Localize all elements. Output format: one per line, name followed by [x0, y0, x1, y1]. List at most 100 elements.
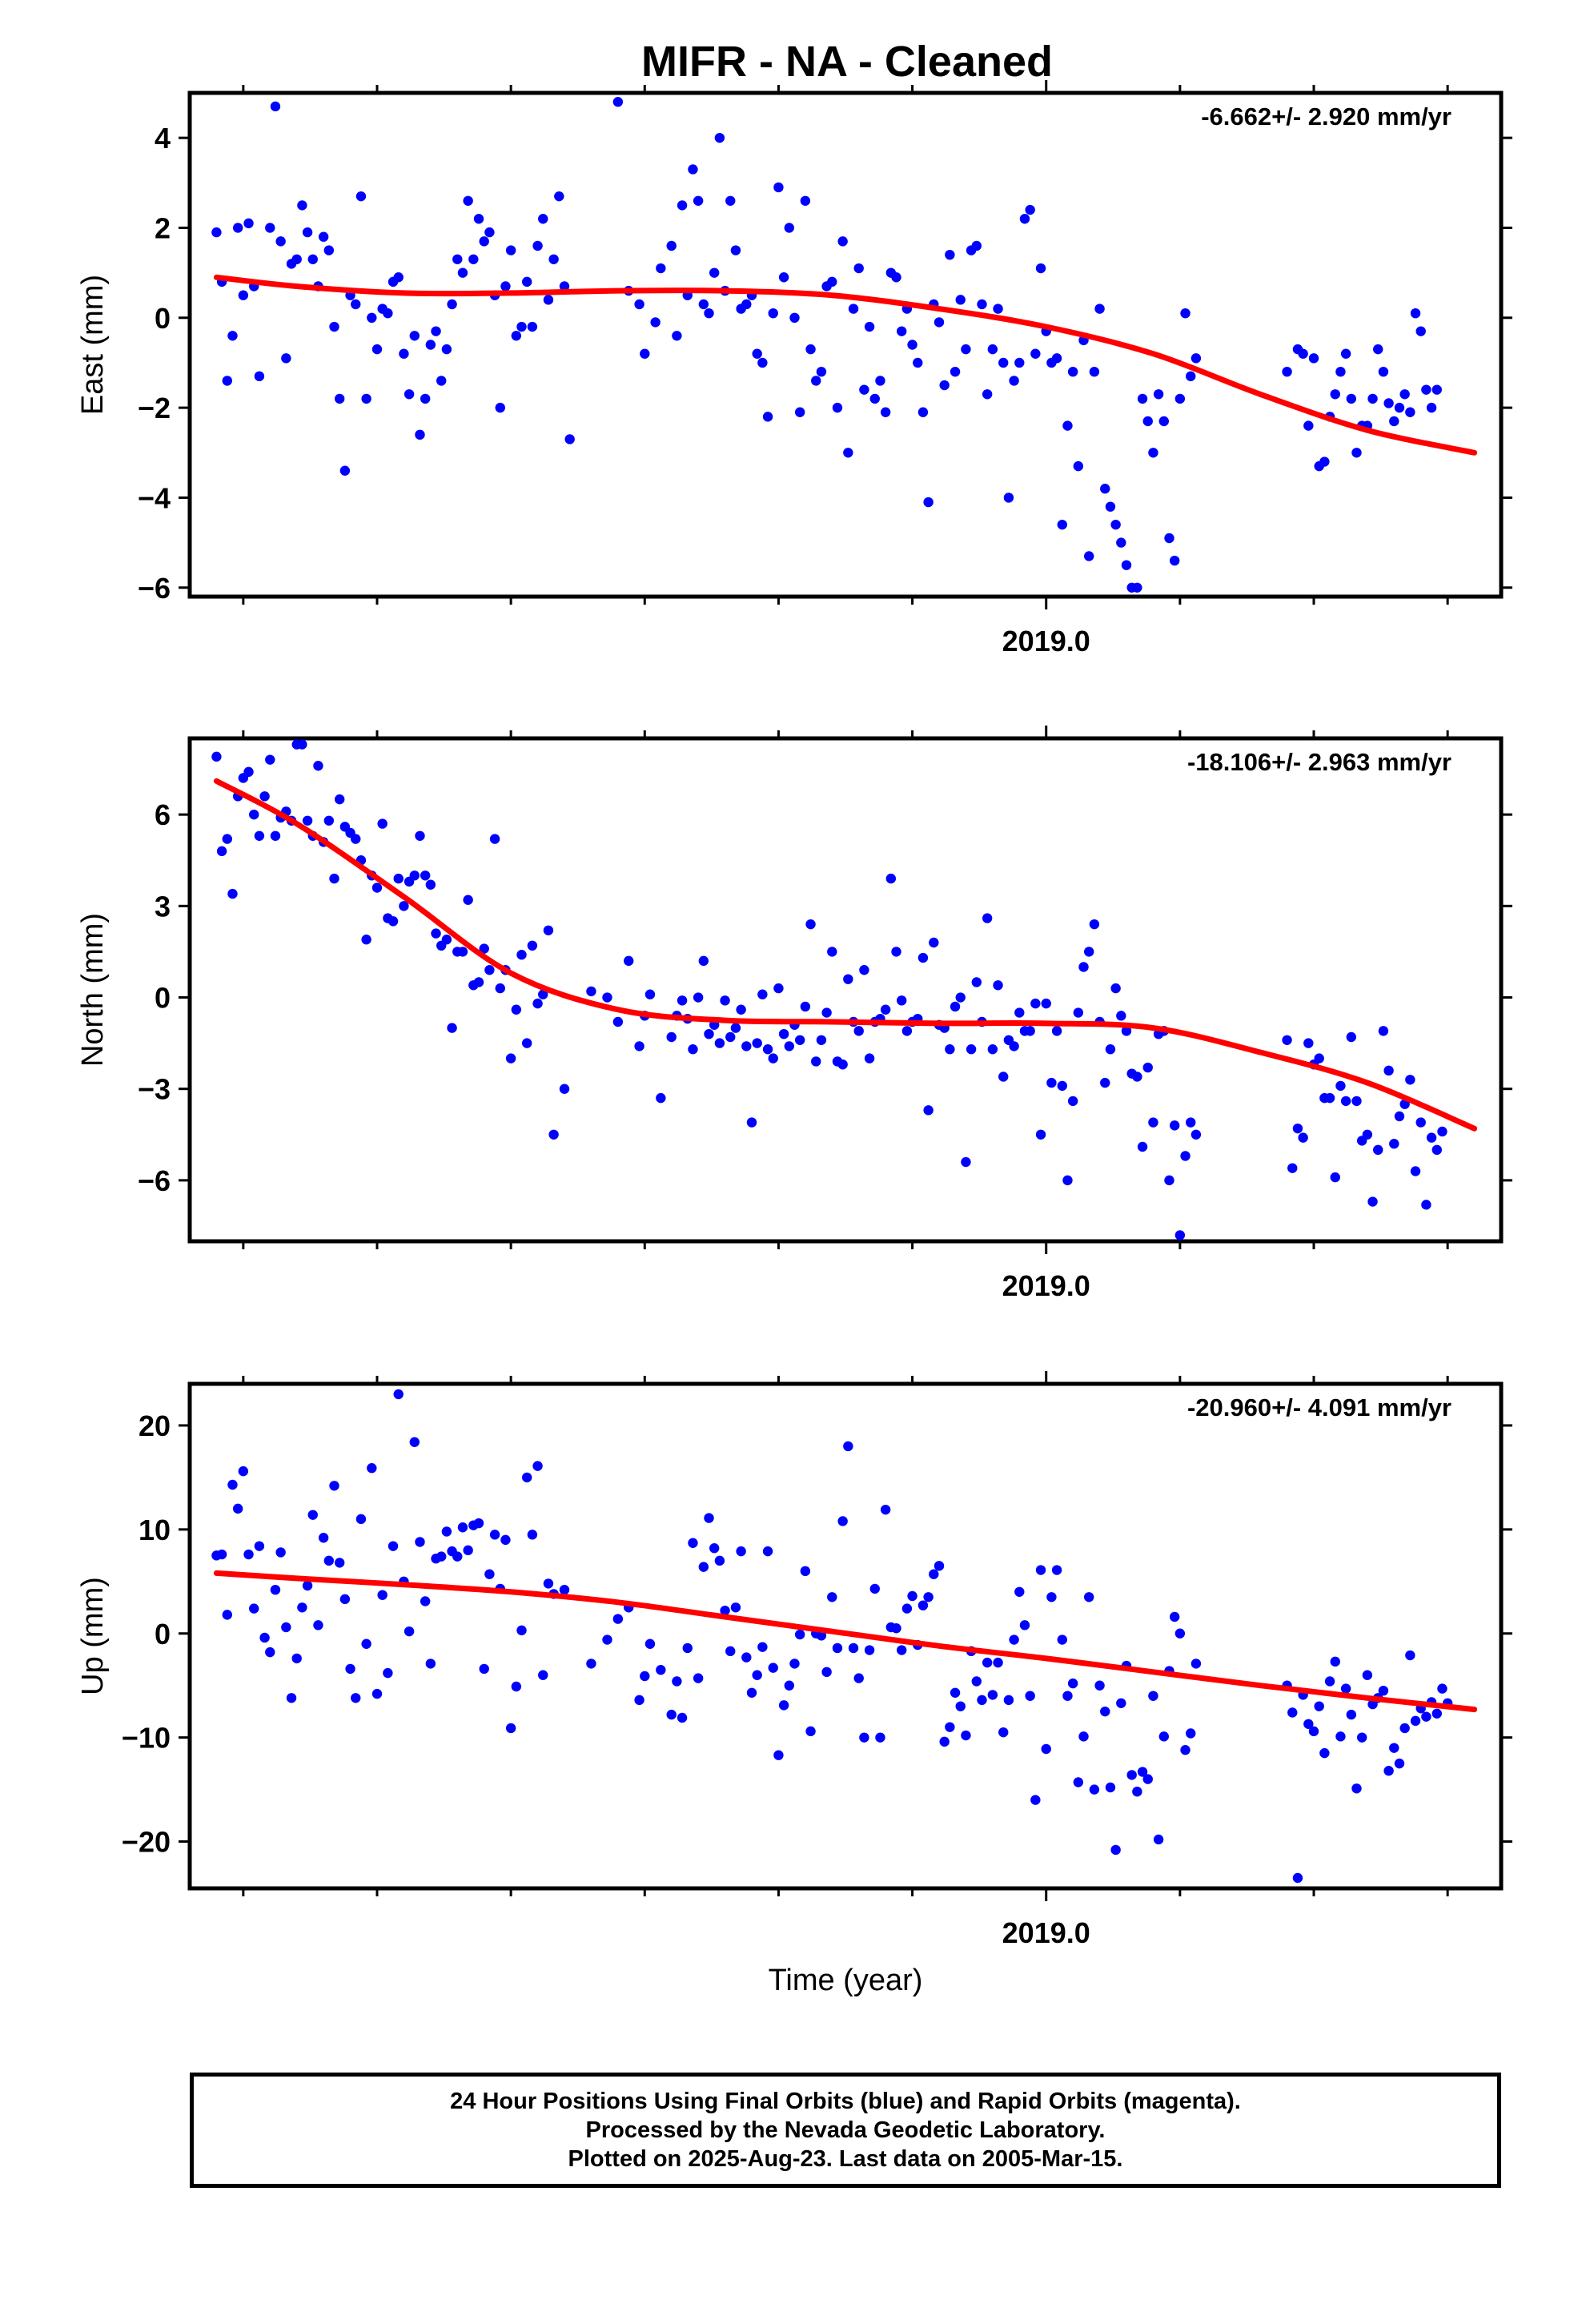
data-point [677, 995, 688, 1006]
data-point [335, 1558, 345, 1568]
y-tick-label: 4 [155, 122, 171, 155]
trend-fit-line [213, 1570, 1478, 1713]
data-point [1084, 1592, 1094, 1602]
data-point [393, 873, 404, 884]
data-point [1389, 1743, 1399, 1753]
data-point [355, 1514, 367, 1525]
data-point [917, 952, 929, 963]
data-point [784, 1680, 794, 1691]
data-point [318, 1533, 329, 1543]
data-point [404, 1626, 415, 1637]
data-point [966, 1044, 977, 1055]
data-point [1405, 1650, 1415, 1661]
footer-line-3: Plotted on 2025-Aug-23. Last data on 200… [568, 2146, 1123, 2172]
panel-up: 2019.0 20 10 0 −10 −20 Up (mm) -20.960+/- 4.091… [76, 1371, 1512, 1949]
data-point [950, 366, 961, 377]
data-point [666, 240, 677, 251]
data-point [688, 1538, 698, 1548]
data-point [1051, 1565, 1062, 1575]
data-point [1298, 348, 1308, 359]
data-point [837, 1059, 848, 1070]
data-point [447, 1023, 457, 1033]
data-point [436, 1551, 447, 1562]
data-point [1324, 1092, 1335, 1104]
data-point [778, 1028, 789, 1039]
data-point [644, 989, 656, 999]
data-point [923, 1592, 934, 1602]
data-point [993, 1657, 1003, 1668]
data-point [371, 1688, 383, 1699]
data-point [420, 1596, 431, 1606]
data-point [1014, 1007, 1025, 1018]
data-point [1105, 1782, 1116, 1793]
data-point [709, 267, 720, 278]
data-point [387, 1541, 399, 1551]
data-point [1121, 560, 1132, 570]
data-point [1346, 1031, 1357, 1043]
data-point [1030, 1795, 1041, 1805]
data-point [778, 272, 789, 283]
y-tick-label: 2 [155, 211, 171, 244]
data-point [987, 1044, 998, 1055]
data-point [1100, 1077, 1110, 1088]
data-point [1410, 308, 1421, 319]
data-point [998, 1072, 1009, 1082]
data-point [1025, 1026, 1035, 1036]
data-point [367, 1463, 377, 1474]
data-point [1330, 389, 1340, 400]
data-point [971, 240, 982, 251]
rate-label: -20.960+/- 4.091 mm/yr [1187, 1393, 1452, 1421]
data-point [843, 1441, 853, 1452]
data-point [265, 223, 275, 233]
data-point [939, 380, 950, 391]
panel-frame [187, 90, 1504, 599]
data-point [323, 245, 335, 255]
data-point [243, 1549, 254, 1560]
data-point [484, 227, 495, 238]
data-point [457, 947, 468, 957]
data-point [993, 980, 1003, 991]
data-point [848, 304, 859, 314]
data-point [473, 977, 484, 987]
data-point [1174, 1628, 1186, 1638]
y-tick-label: −6 [138, 1164, 171, 1197]
x-tick-label: 2019.0 [1002, 1269, 1090, 1302]
data-point [1340, 1096, 1351, 1107]
data-point [1346, 1709, 1357, 1720]
data-point [794, 1035, 805, 1046]
data-point [1078, 1731, 1089, 1742]
data-point [259, 1632, 270, 1643]
y-tick-label: −6 [138, 572, 171, 605]
data-point [1089, 1784, 1100, 1795]
data-point [1367, 1196, 1378, 1207]
data-point [1186, 371, 1196, 382]
data-point [720, 995, 730, 1006]
data-point [1084, 947, 1094, 957]
data-point [891, 947, 901, 957]
data-point [1431, 1708, 1442, 1719]
data-point [982, 389, 993, 400]
data-point [945, 1044, 955, 1055]
data-point [1164, 1175, 1174, 1186]
data-point [479, 943, 489, 954]
data-point [1415, 326, 1426, 336]
data-point [329, 873, 339, 884]
data-point [281, 353, 291, 364]
data-point [977, 1695, 987, 1706]
data-point [1362, 1129, 1373, 1140]
data-point [1373, 344, 1383, 355]
data-points [211, 1389, 1453, 1884]
data-point [1174, 393, 1186, 404]
data-point [222, 834, 232, 844]
data-point [757, 989, 768, 999]
data-point [698, 955, 709, 967]
data-point [987, 1690, 998, 1700]
data-point [291, 1653, 302, 1664]
data-point [875, 1732, 885, 1743]
data-point [913, 357, 923, 368]
data-point [1186, 1728, 1196, 1739]
data-point [640, 1671, 650, 1682]
data-point [864, 1645, 875, 1655]
data-point [1057, 1080, 1067, 1092]
y-axis-label: North (mm) [76, 913, 110, 1067]
